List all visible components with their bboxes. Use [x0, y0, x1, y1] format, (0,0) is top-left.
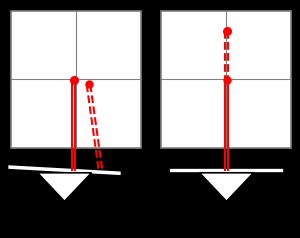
Polygon shape — [8, 164, 122, 176]
Polygon shape — [200, 173, 253, 201]
Bar — [11, 11, 141, 148]
Text: C: C — [16, 133, 24, 143]
Bar — [160, 11, 291, 148]
Text: D: D — [126, 133, 136, 143]
Bar — [175, 169, 289, 174]
Bar — [169, 168, 284, 173]
Text: A: A — [16, 15, 25, 25]
Text: B: B — [127, 15, 136, 25]
Polygon shape — [38, 173, 92, 201]
